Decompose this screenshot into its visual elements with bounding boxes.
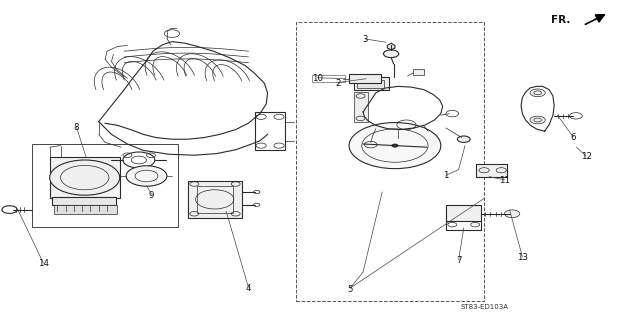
- Circle shape: [126, 166, 167, 186]
- Bar: [54, 205, 117, 214]
- Circle shape: [392, 144, 398, 147]
- Bar: [349, 74, 381, 83]
- Bar: [354, 77, 389, 90]
- Bar: [312, 75, 345, 82]
- Bar: [446, 205, 481, 221]
- Bar: [296, 22, 484, 301]
- Circle shape: [457, 136, 470, 142]
- Bar: [476, 164, 507, 177]
- Text: 6: 6: [571, 133, 576, 142]
- Text: 1: 1: [443, 172, 448, 180]
- Text: 11: 11: [499, 176, 510, 185]
- Text: 12: 12: [580, 152, 592, 161]
- Bar: [50, 157, 120, 198]
- Bar: [354, 92, 368, 122]
- Bar: [32, 144, 178, 227]
- Circle shape: [50, 160, 120, 195]
- Circle shape: [530, 116, 545, 124]
- Text: 14: 14: [38, 260, 49, 268]
- Bar: [255, 112, 285, 150]
- Text: 2: 2: [335, 79, 340, 88]
- Circle shape: [530, 89, 545, 97]
- Text: ST83-ED103A: ST83-ED103A: [460, 304, 508, 309]
- Circle shape: [349, 123, 441, 169]
- Text: 5: 5: [348, 285, 353, 294]
- Text: 7: 7: [456, 256, 461, 265]
- Text: 4: 4: [246, 284, 251, 293]
- Bar: [357, 80, 384, 88]
- Polygon shape: [387, 43, 395, 50]
- Text: 8: 8: [74, 124, 79, 132]
- Circle shape: [383, 50, 399, 58]
- Text: 13: 13: [517, 253, 528, 262]
- Bar: [197, 186, 233, 213]
- Text: 10: 10: [311, 74, 323, 83]
- Text: 9: 9: [149, 191, 154, 200]
- Bar: [413, 69, 424, 75]
- Text: 3: 3: [363, 36, 368, 44]
- Text: FR.: FR.: [551, 15, 570, 25]
- Bar: [188, 181, 242, 218]
- Circle shape: [505, 210, 520, 218]
- Bar: [52, 197, 116, 205]
